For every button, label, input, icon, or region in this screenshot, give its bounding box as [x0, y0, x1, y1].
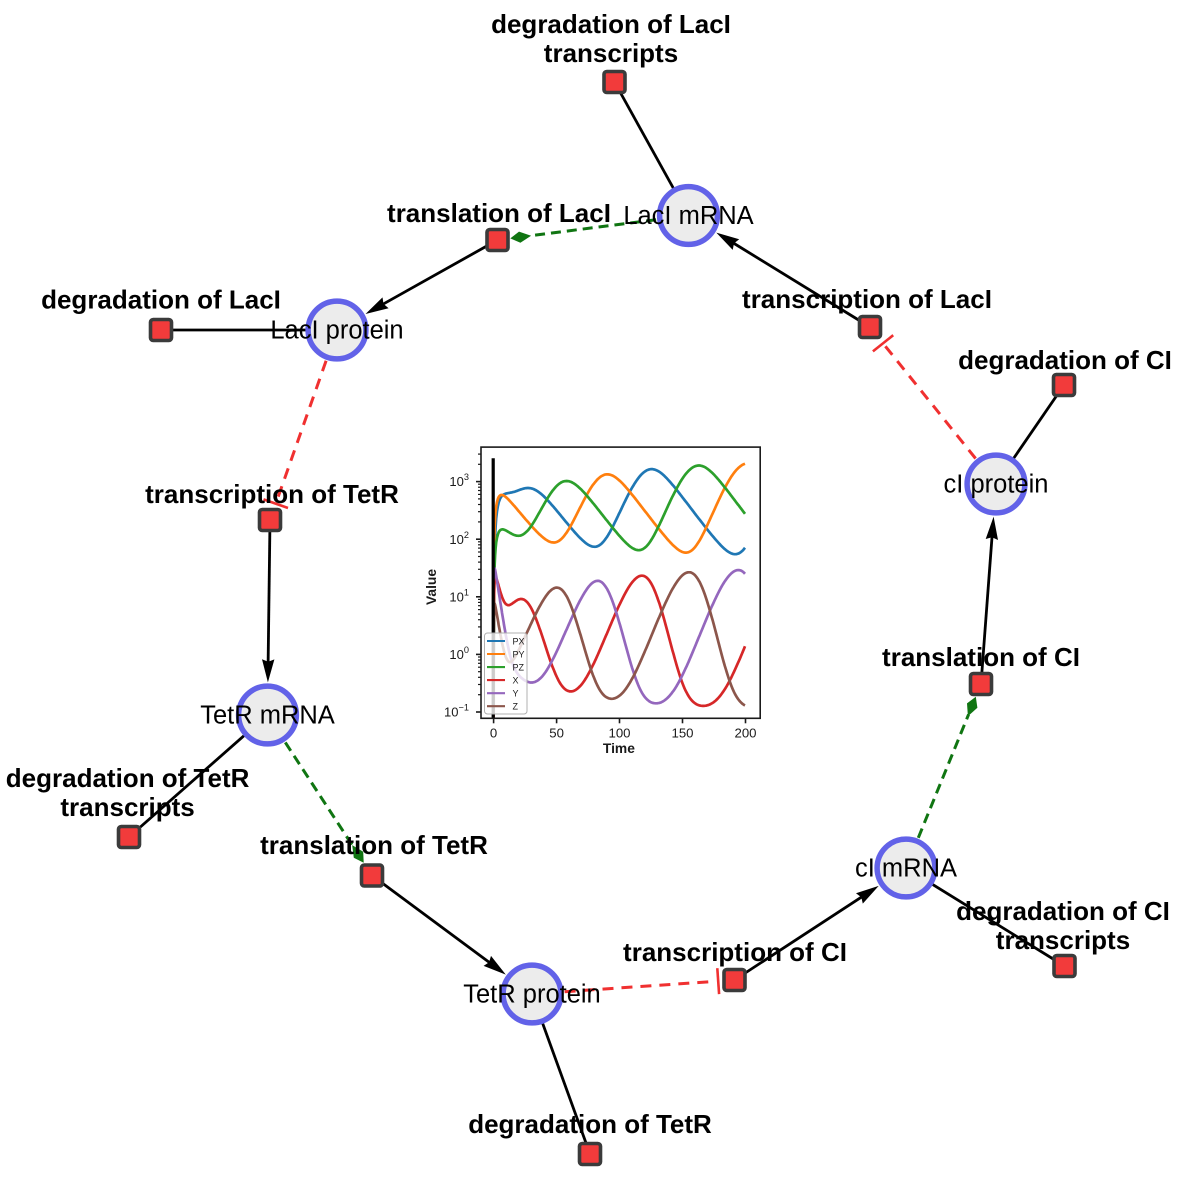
- svg-text:200: 200: [734, 726, 756, 741]
- svg-text:transcription of LacI: transcription of LacI: [742, 284, 992, 314]
- svg-text:100: 100: [449, 645, 469, 662]
- svg-text:degradation of LacI: degradation of LacI: [41, 285, 281, 315]
- svg-text:PZ: PZ: [513, 662, 525, 672]
- svg-text:degradation of LacI: degradation of LacI: [491, 9, 731, 39]
- svg-text:102: 102: [449, 530, 469, 547]
- svg-text:translation of CI: translation of CI: [882, 642, 1080, 672]
- svg-text:PX: PX: [513, 636, 525, 646]
- svg-text:50: 50: [549, 726, 564, 741]
- svg-text:X: X: [513, 675, 519, 685]
- svg-text:degradation of CI: degradation of CI: [956, 896, 1170, 926]
- svg-text:LacI mRNA: LacI mRNA: [623, 202, 753, 230]
- svg-text:TetR protein: TetR protein: [463, 981, 601, 1009]
- svg-text:transcription of TetR: transcription of TetR: [145, 479, 399, 509]
- svg-text:Y: Y: [513, 689, 519, 699]
- svg-text:PY: PY: [513, 649, 525, 659]
- svg-text:degradation of TetR: degradation of TetR: [468, 1109, 712, 1139]
- svg-text:degradation of CI: degradation of CI: [958, 345, 1172, 375]
- svg-text:transcripts: transcripts: [996, 925, 1130, 955]
- svg-text:Time: Time: [603, 741, 635, 756]
- svg-text:cI mRNA: cI mRNA: [855, 855, 957, 883]
- svg-text:transcripts: transcripts: [60, 792, 194, 822]
- svg-text:150: 150: [671, 726, 693, 741]
- svg-text:LacI protein: LacI protein: [270, 317, 403, 345]
- svg-text:translation of TetR: translation of TetR: [260, 830, 488, 860]
- svg-text:transcription of CI: transcription of CI: [623, 937, 847, 967]
- svg-text:translation of LacI: translation of LacI: [387, 198, 611, 228]
- svg-text:100: 100: [608, 726, 630, 741]
- svg-text:Z: Z: [513, 702, 519, 712]
- svg-text:10−1: 10−1: [444, 703, 469, 720]
- svg-text:0: 0: [490, 726, 497, 741]
- svg-text:degradation of TetR: degradation of TetR: [6, 763, 250, 793]
- svg-text:cI protein: cI protein: [944, 471, 1049, 499]
- svg-text:TetR mRNA: TetR mRNA: [200, 702, 335, 730]
- svg-text:transcripts: transcripts: [544, 38, 678, 68]
- svg-text:Value: Value: [424, 569, 439, 605]
- svg-text:101: 101: [449, 587, 469, 604]
- svg-text:103: 103: [449, 472, 469, 489]
